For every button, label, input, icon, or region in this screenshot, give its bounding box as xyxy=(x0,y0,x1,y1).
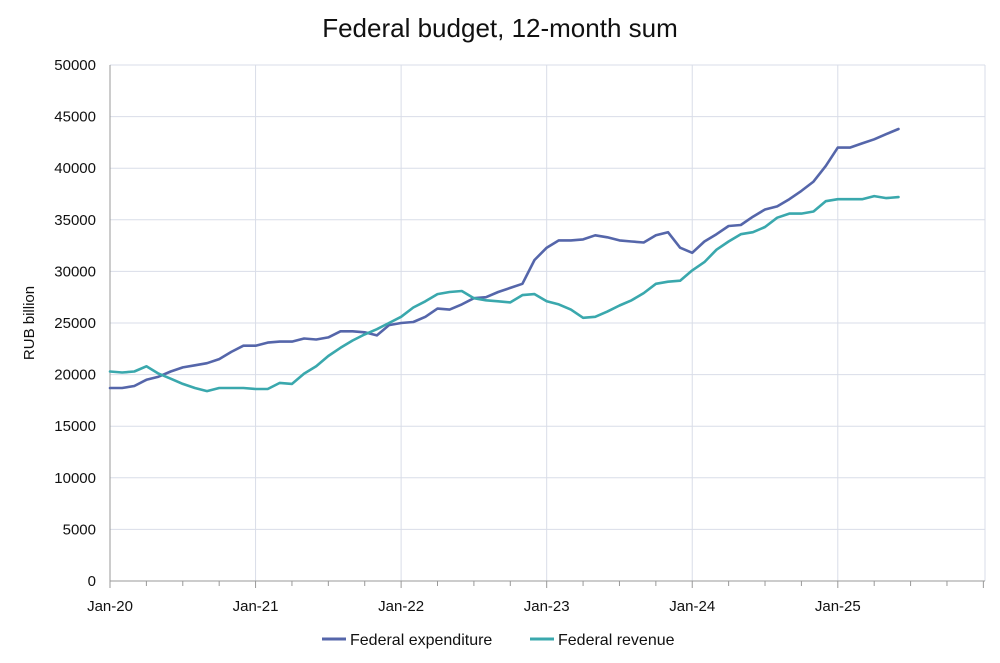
legend: Federal expenditure Federal revenue xyxy=(322,632,675,649)
x-tick-label: Jan-21 xyxy=(233,598,279,615)
x-tick-label: Jan-24 xyxy=(669,598,715,615)
y-tick-label: 20000 xyxy=(54,367,96,384)
y-axis-label: RUB billion xyxy=(21,286,38,360)
series-line-revenue xyxy=(108,194,900,393)
grid-lines xyxy=(110,64,986,581)
x-tick-label: Jan-22 xyxy=(378,598,424,615)
y-tick-label: 25000 xyxy=(54,315,96,332)
y-tick-label: 40000 xyxy=(54,160,96,177)
chart-title: Federal budget, 12-month sum xyxy=(322,13,678,43)
x-tick-label: Jan-20 xyxy=(87,598,133,615)
axes: 0 5000 10000 15000 20000 25000 30000 35000 40000… xyxy=(54,57,985,615)
x-tick-label: Jan-23 xyxy=(524,598,570,615)
series-line-expenditure xyxy=(108,127,900,390)
y-tick-label: 30000 xyxy=(54,263,96,280)
y-tick-label: 45000 xyxy=(54,109,96,126)
x-tick-label: Jan-25 xyxy=(815,598,861,615)
y-tick-label: 15000 xyxy=(54,418,96,435)
y-tick-label: 5000 xyxy=(63,521,96,538)
y-tick-label: 0 xyxy=(88,573,96,590)
y-tick-label: 10000 xyxy=(54,470,96,487)
y-tick-label: 35000 xyxy=(54,212,96,229)
legend-label: Federal expenditure xyxy=(350,632,492,649)
y-tick-label: 50000 xyxy=(54,57,96,74)
series-lines xyxy=(108,127,900,393)
legend-label: Federal revenue xyxy=(558,632,675,649)
